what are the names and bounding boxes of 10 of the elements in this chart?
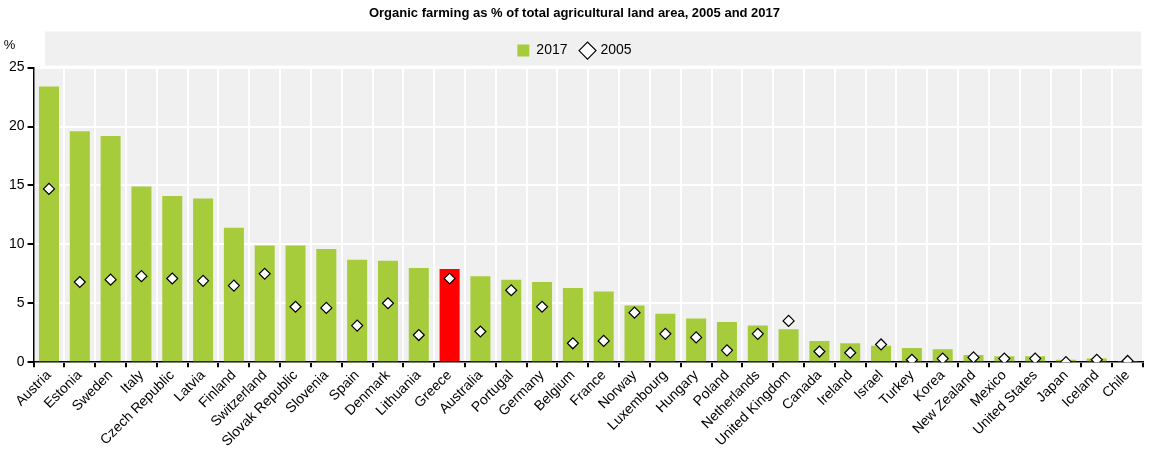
y-tick-label: 10 bbox=[8, 235, 25, 252]
y-tick-label: 0 bbox=[16, 353, 25, 369]
legend-label: 2005 bbox=[600, 41, 632, 58]
chart-title: Organic farming as % of total agricultural land area, 2005 and 2017 bbox=[368, 5, 781, 21]
y-tick-label: 15 bbox=[8, 176, 25, 193]
y-tick-label: 20 bbox=[8, 117, 25, 134]
legend-label: 2017 bbox=[536, 41, 568, 58]
y-axis-title: % bbox=[3, 37, 16, 53]
y-tick-label: 25 bbox=[8, 58, 25, 75]
y-tick-label: 5 bbox=[16, 294, 25, 311]
